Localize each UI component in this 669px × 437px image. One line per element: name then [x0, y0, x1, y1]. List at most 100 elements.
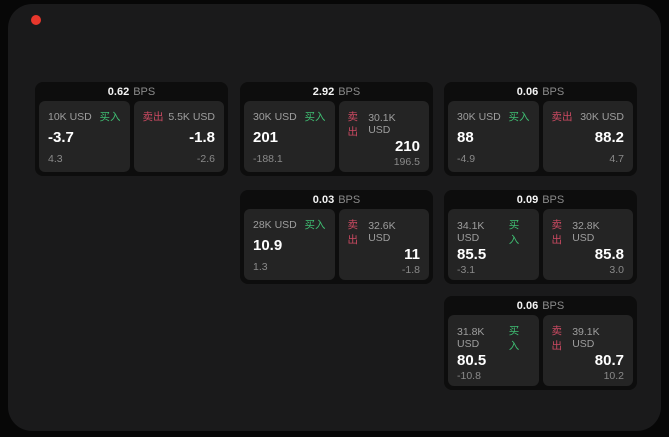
sell-panel[interactable]: 卖出 32.8K USD 85.8 3.0 [542, 209, 633, 280]
panel-row: 31.8K USD 买入 80.5 -10.8 卖出 39.1K USD 80.… [448, 315, 633, 386]
buy-sub-value: 1.3 [253, 261, 268, 273]
buy-price-value: 201 [253, 129, 279, 147]
buy-panel-top-row: 30K USD 买入 [253, 109, 326, 124]
buy-tag: 买入 [508, 325, 520, 352]
bps-unit-label: BPS [133, 85, 156, 98]
buy-price-value: 88 [457, 129, 474, 147]
buy-price-value: 80.5 [457, 352, 487, 369]
card-header: 0.06 BPS [448, 296, 633, 315]
sell-panel-top-row: 卖出 30K USD [552, 109, 625, 124]
buy-panel[interactable]: 30K USD 买入 201 -188.1 [244, 101, 335, 172]
buy-panel[interactable]: 30K USD 买入 88 -4.9 [448, 101, 539, 172]
sell-price-value: 11 [404, 246, 420, 263]
bps-value: 0.62 [107, 85, 130, 98]
sell-sub-value: 196.5 [393, 155, 420, 168]
card-header: 0.06 BPS [448, 82, 633, 101]
sell-panel-top-row: 卖出 30.1K USD [348, 109, 421, 139]
quote-card: 0.06 BPS 31.8K USD 买入 80.5 -10.8 卖出 39.1… [444, 296, 637, 390]
bps-unit-label: BPS [542, 85, 565, 98]
panel-row: 30K USD 买入 88 -4.9 卖出 30K USD 88.2 4.7 [448, 101, 633, 172]
buy-price-value: -3.7 [48, 129, 74, 147]
sell-panel[interactable]: 卖出 30K USD 88.2 4.7 [542, 101, 633, 172]
app-window: 0.62 BPS 10K USD 买入 -3.7 4.3 卖出 5.5K USD… [8, 4, 661, 431]
buy-panel[interactable]: 28K USD 买入 10.9 1.3 [244, 209, 335, 280]
card-header: 0.03 BPS [244, 190, 429, 209]
quote-card: 0.62 BPS 10K USD 买入 -3.7 4.3 卖出 5.5K USD… [35, 82, 228, 176]
sell-panel[interactable]: 卖出 30.1K USD 210 196.5 [338, 101, 429, 172]
card-header: 2.92 BPS [244, 82, 429, 101]
quote-card: 2.92 BPS 30K USD 买入 201 -188.1 卖出 30.1K … [240, 82, 433, 176]
buy-amount-label: 34.1K USD [457, 220, 485, 244]
buy-amount-label: 10K USD [48, 110, 92, 123]
sell-amount-label: 32.6K USD [368, 220, 396, 244]
buy-sub-value: -3.1 [457, 263, 476, 276]
sell-price-value: 88.2 [594, 129, 624, 147]
panel-row: 10K USD 买入 -3.7 4.3 卖出 5.5K USD -1.8 -2.… [39, 101, 224, 172]
buy-panel-top-row: 10K USD 买入 [48, 109, 121, 124]
card-header: 0.62 BPS [39, 82, 224, 101]
sell-panel-top-row: 卖出 5.5K USD [143, 109, 216, 124]
sell-panel-top-row: 卖出 32.6K USD [348, 217, 421, 247]
buy-sub-value: -188.1 [253, 153, 283, 165]
bps-value: 0.09 [516, 193, 539, 206]
buy-amount-label: 31.8K USD [457, 326, 485, 350]
sell-tag: 卖出 [551, 111, 573, 123]
buy-panel-top-row: 30K USD 买入 [457, 109, 530, 124]
sell-tag: 卖出 [551, 325, 563, 352]
sell-panel[interactable]: 卖出 5.5K USD -1.8 -2.6 [133, 101, 224, 172]
sell-sub-value: -1.8 [401, 263, 420, 276]
bps-value: 2.92 [312, 85, 335, 98]
sell-panel[interactable]: 卖出 39.1K USD 80.7 10.2 [542, 315, 633, 386]
bps-unit-label: BPS [338, 193, 361, 206]
bps-value: 0.06 [516, 85, 539, 98]
buy-price-value: 85.5 [457, 246, 487, 263]
sell-price-value: 210 [394, 138, 420, 155]
quote-card: 0.06 BPS 30K USD 买入 88 -4.9 卖出 30K USD 8… [444, 82, 637, 176]
bps-unit-label: BPS [338, 85, 361, 98]
buy-amount-label: 28K USD [253, 218, 297, 231]
sell-tag: 卖出 [347, 111, 359, 138]
panel-row: 34.1K USD 买入 85.5 -3.1 卖出 32.8K USD 85.8… [448, 209, 633, 280]
sell-tag: 卖出 [142, 111, 164, 123]
sell-amount-label: 39.1K USD [572, 326, 600, 350]
bps-unit-label: BPS [542, 299, 565, 312]
sell-amount-label: 5.5K USD [168, 110, 215, 123]
buy-amount-label: 30K USD [253, 110, 297, 123]
buy-amount-label: 30K USD [457, 110, 501, 123]
buy-panel-top-row: 34.1K USD 买入 [457, 217, 530, 247]
buy-sub-value: -10.8 [457, 369, 481, 382]
buy-panel[interactable]: 34.1K USD 买入 85.5 -3.1 [448, 209, 539, 280]
buy-panel-top-row: 31.8K USD 买入 [457, 323, 530, 353]
buy-panel[interactable]: 31.8K USD 买入 80.5 -10.8 [448, 315, 539, 386]
card-header: 0.09 BPS [448, 190, 633, 209]
quote-card: 0.03 BPS 28K USD 买入 10.9 1.3 卖出 32.6K US… [240, 190, 433, 284]
bps-value: 0.03 [312, 193, 335, 206]
sell-price-value: -1.8 [189, 129, 215, 147]
sell-sub-value: 3.0 [609, 263, 624, 276]
bps-unit-label: BPS [542, 193, 565, 206]
sell-amount-label: 32.8K USD [572, 220, 600, 244]
sell-price-value: 85.8 [594, 246, 624, 263]
buy-tag: 买入 [508, 111, 530, 123]
quote-card: 0.09 BPS 34.1K USD 买入 85.5 -3.1 卖出 32.8K… [444, 190, 637, 284]
buy-sub-value: 4.3 [48, 153, 63, 165]
sell-tag: 卖出 [551, 219, 563, 246]
sell-sub-value: 10.2 [603, 369, 624, 382]
sell-amount-label: 30.1K USD [368, 112, 396, 136]
sell-panel-top-row: 卖出 39.1K USD [552, 323, 625, 353]
panel-row: 30K USD 买入 201 -188.1 卖出 30.1K USD 210 1… [244, 101, 429, 172]
panel-row: 28K USD 买入 10.9 1.3 卖出 32.6K USD 11 -1.8 [244, 209, 429, 280]
recording-indicator-icon [31, 15, 41, 25]
buy-tag: 买入 [99, 111, 121, 123]
buy-tag: 买入 [304, 219, 326, 231]
sell-panel[interactable]: 卖出 32.6K USD 11 -1.8 [338, 209, 429, 280]
buy-tag: 买入 [304, 111, 326, 123]
buy-panel[interactable]: 10K USD 买入 -3.7 4.3 [39, 101, 130, 172]
sell-price-value: 80.7 [594, 352, 624, 369]
buy-tag: 买入 [508, 219, 520, 246]
sell-amount-label: 30K USD [580, 110, 624, 123]
sell-panel-top-row: 卖出 32.8K USD [552, 217, 625, 247]
sell-sub-value: -2.6 [196, 153, 215, 165]
buy-panel-top-row: 28K USD 买入 [253, 217, 326, 232]
buy-sub-value: -4.9 [457, 153, 476, 165]
